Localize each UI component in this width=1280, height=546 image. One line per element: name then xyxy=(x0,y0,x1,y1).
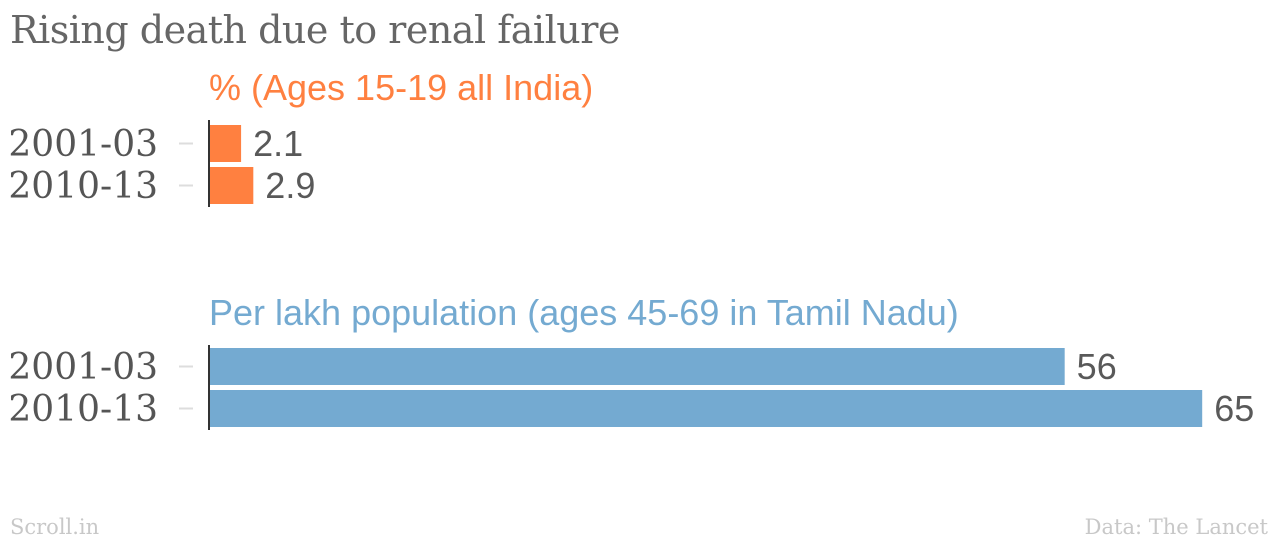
category-label: 2010-13 xyxy=(8,166,158,207)
bar-1-2010-13[interactable] xyxy=(209,167,254,204)
data-source: Data: The Lancet xyxy=(1084,515,1268,539)
bar-1-2001-03[interactable] xyxy=(209,125,242,162)
bar-2-2001-03[interactable] xyxy=(209,348,1065,385)
value-label: 2.1 xyxy=(253,123,303,164)
chart-title: Rising death due to renal failure xyxy=(10,8,620,52)
panel-title-1: % (Ages 15-19 all India) xyxy=(209,67,593,108)
value-label: 2.9 xyxy=(265,165,315,206)
value-label: 65 xyxy=(1214,388,1254,429)
panel-title-2: Per lakh population (ages 45-69 in Tamil… xyxy=(209,292,959,333)
category-label: 2001-03 xyxy=(8,347,158,388)
bar-2-2010-13[interactable] xyxy=(209,390,1203,427)
value-label: 56 xyxy=(1077,346,1117,387)
category-label: 2001-03 xyxy=(8,124,158,165)
source-credit: Scroll.in xyxy=(10,515,100,539)
category-label: 2010-13 xyxy=(8,389,158,430)
